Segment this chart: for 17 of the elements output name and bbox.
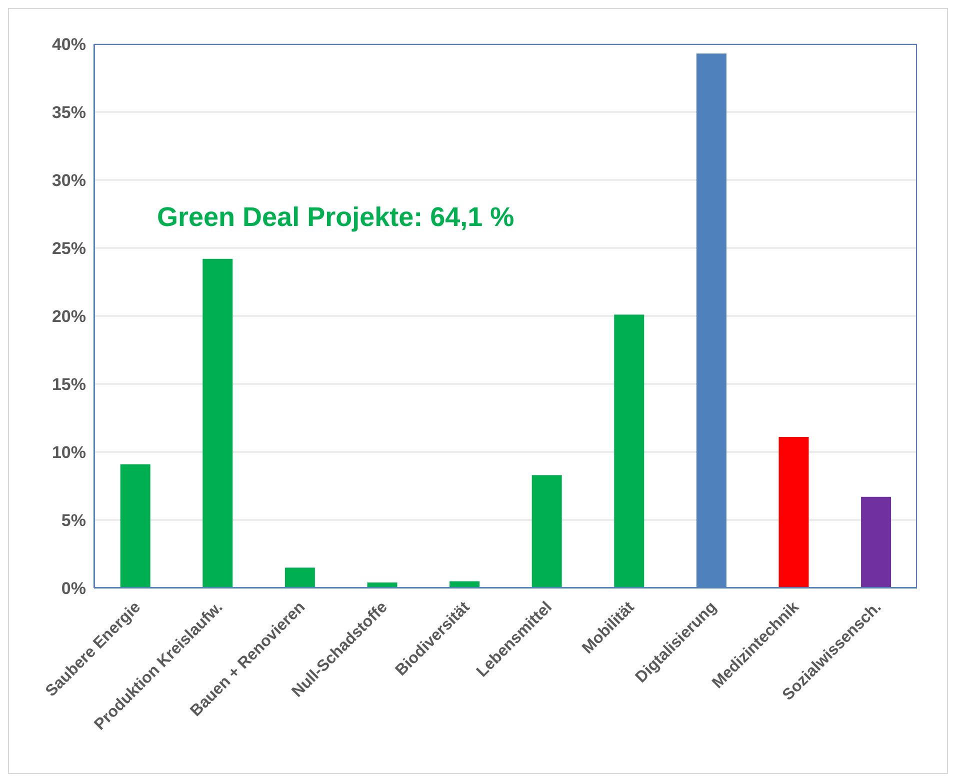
y-tick-label: 40% [52,35,86,54]
bar [778,437,809,588]
y-tick-label: 35% [52,103,86,122]
bar [284,568,315,588]
y-tick-label: 0% [61,579,86,598]
y-tick-label: 30% [52,171,86,190]
y-tick-label: 20% [52,307,86,326]
bar [614,314,644,588]
annotation: Green Deal Projekte: 64,1 % [157,202,514,233]
bar [120,464,150,588]
y-tick-label: 15% [52,375,86,394]
bar [861,496,892,588]
y-tick-label: 25% [52,239,86,258]
bar [202,258,233,588]
y-tick-label: 10% [52,443,86,462]
bar [532,475,562,588]
y-tick-label: 5% [61,511,86,530]
